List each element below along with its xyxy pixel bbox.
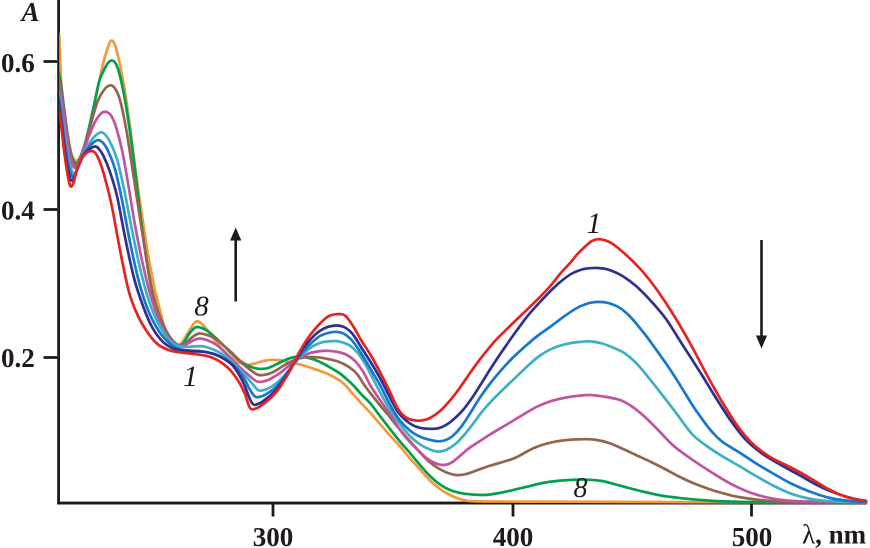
svg-text:A: A	[20, 0, 40, 27]
svg-text:0.6: 0.6	[1, 48, 35, 78]
svg-text:8: 8	[574, 473, 588, 504]
svg-text:0.2: 0.2	[1, 343, 35, 373]
svg-text:1: 1	[183, 360, 198, 393]
svg-text:500: 500	[732, 522, 773, 548]
svg-text:400: 400	[493, 522, 534, 548]
svg-text:1: 1	[587, 207, 602, 240]
svg-text:8: 8	[194, 291, 209, 323]
svg-text:λ, nm: λ, nm	[802, 520, 867, 548]
svg-text:0.4: 0.4	[1, 196, 35, 226]
svg-text:300: 300	[253, 522, 294, 548]
